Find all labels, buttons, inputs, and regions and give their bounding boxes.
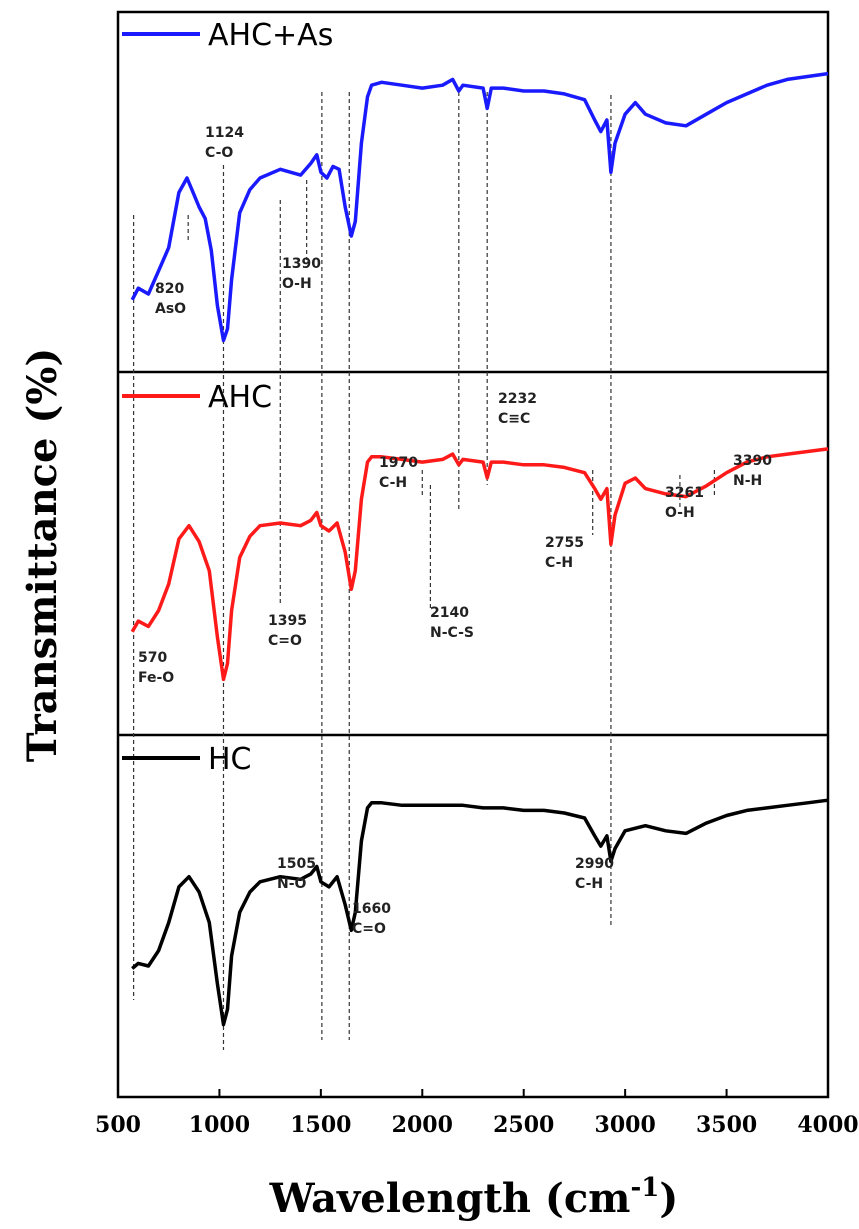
annotation-bond: C≡C: [498, 411, 530, 427]
annotations: 1124 C-O 820 AsO 1390 O-H 2232 C≡C 1970 C-H 3390 N-…: [138, 125, 772, 937]
x-tick-label: 1000: [189, 1112, 250, 1138]
annotation-bond: N-O: [277, 876, 307, 892]
annotation-wavenumber: 2232: [498, 391, 537, 407]
x-tick-label: 4000: [797, 1112, 858, 1138]
annotation-wavenumber: 1124: [205, 125, 244, 141]
annotation-bond: N-H: [733, 473, 762, 489]
annotation-bond: C=O: [268, 633, 302, 649]
y-axis-title: Transmittance (%): [19, 348, 66, 763]
annotation-bond: N-C-S: [430, 625, 474, 641]
x-axis-title-end: ): [659, 1175, 678, 1222]
legend-label-1: AHC: [208, 380, 272, 415]
spectra-curves: [130, 71, 829, 1027]
legend-label-0: AHC+As: [208, 18, 333, 53]
annotation-wavenumber: 1660: [352, 901, 391, 917]
annotation-bond: O-H: [282, 276, 312, 292]
series-line-hc: [131, 798, 829, 1027]
plot-frame: [116, 10, 830, 1099]
series-line-ahc: [130, 447, 829, 682]
x-axis-title-sup: -1: [631, 1173, 660, 1203]
annotation-wavenumber: 1390: [282, 256, 321, 272]
annotation-wavenumber: 1395: [268, 613, 307, 629]
x-tick-label: 2000: [392, 1112, 453, 1138]
annotation-wavenumber: 2755: [545, 535, 584, 551]
annotation-wavenumber: 3390: [733, 453, 772, 469]
annotation-wavenumber: 2140: [430, 605, 469, 621]
legends: AHC+As AHC HC: [122, 18, 333, 777]
x-axis-ticks: 500 1000 1500 2000 2500 3000 3500 4000: [95, 1089, 859, 1138]
annotation-bond: C-H: [545, 555, 573, 571]
annotation-wavenumber: 1505: [277, 856, 316, 872]
reference-lines: [133, 92, 716, 1050]
annotation-wavenumber: 820: [155, 281, 184, 297]
annotation-bond: C-H: [379, 475, 407, 491]
x-axis-title-main: Wavelength (cm: [269, 1175, 631, 1222]
annotation-wavenumber: 1970: [379, 455, 418, 471]
x-tick-label: 3000: [595, 1112, 656, 1138]
annotation-wavenumber: 2990: [575, 856, 614, 872]
annotation-bond: Fe-O: [138, 670, 174, 686]
annotation-bond: O-H: [665, 505, 695, 521]
annotation-bond: C-O: [205, 145, 233, 161]
x-tick-label: 500: [95, 1112, 141, 1138]
legend-label-2: HC: [208, 742, 252, 777]
x-tick-label: 1500: [290, 1112, 351, 1138]
annotation-bond: AsO: [155, 301, 186, 317]
series-line-ahc-as: [130, 71, 829, 343]
x-axis-title: Wavelength (cm-1): [269, 1173, 679, 1222]
x-tick-label: 2500: [493, 1112, 554, 1138]
annotation-bond: C-H: [575, 876, 603, 892]
x-tick-label: 3500: [696, 1112, 757, 1138]
annotation-wavenumber: 3261: [665, 485, 704, 501]
annotation-bond: C=O: [352, 921, 386, 937]
annotation-wavenumber: 570: [138, 650, 167, 666]
